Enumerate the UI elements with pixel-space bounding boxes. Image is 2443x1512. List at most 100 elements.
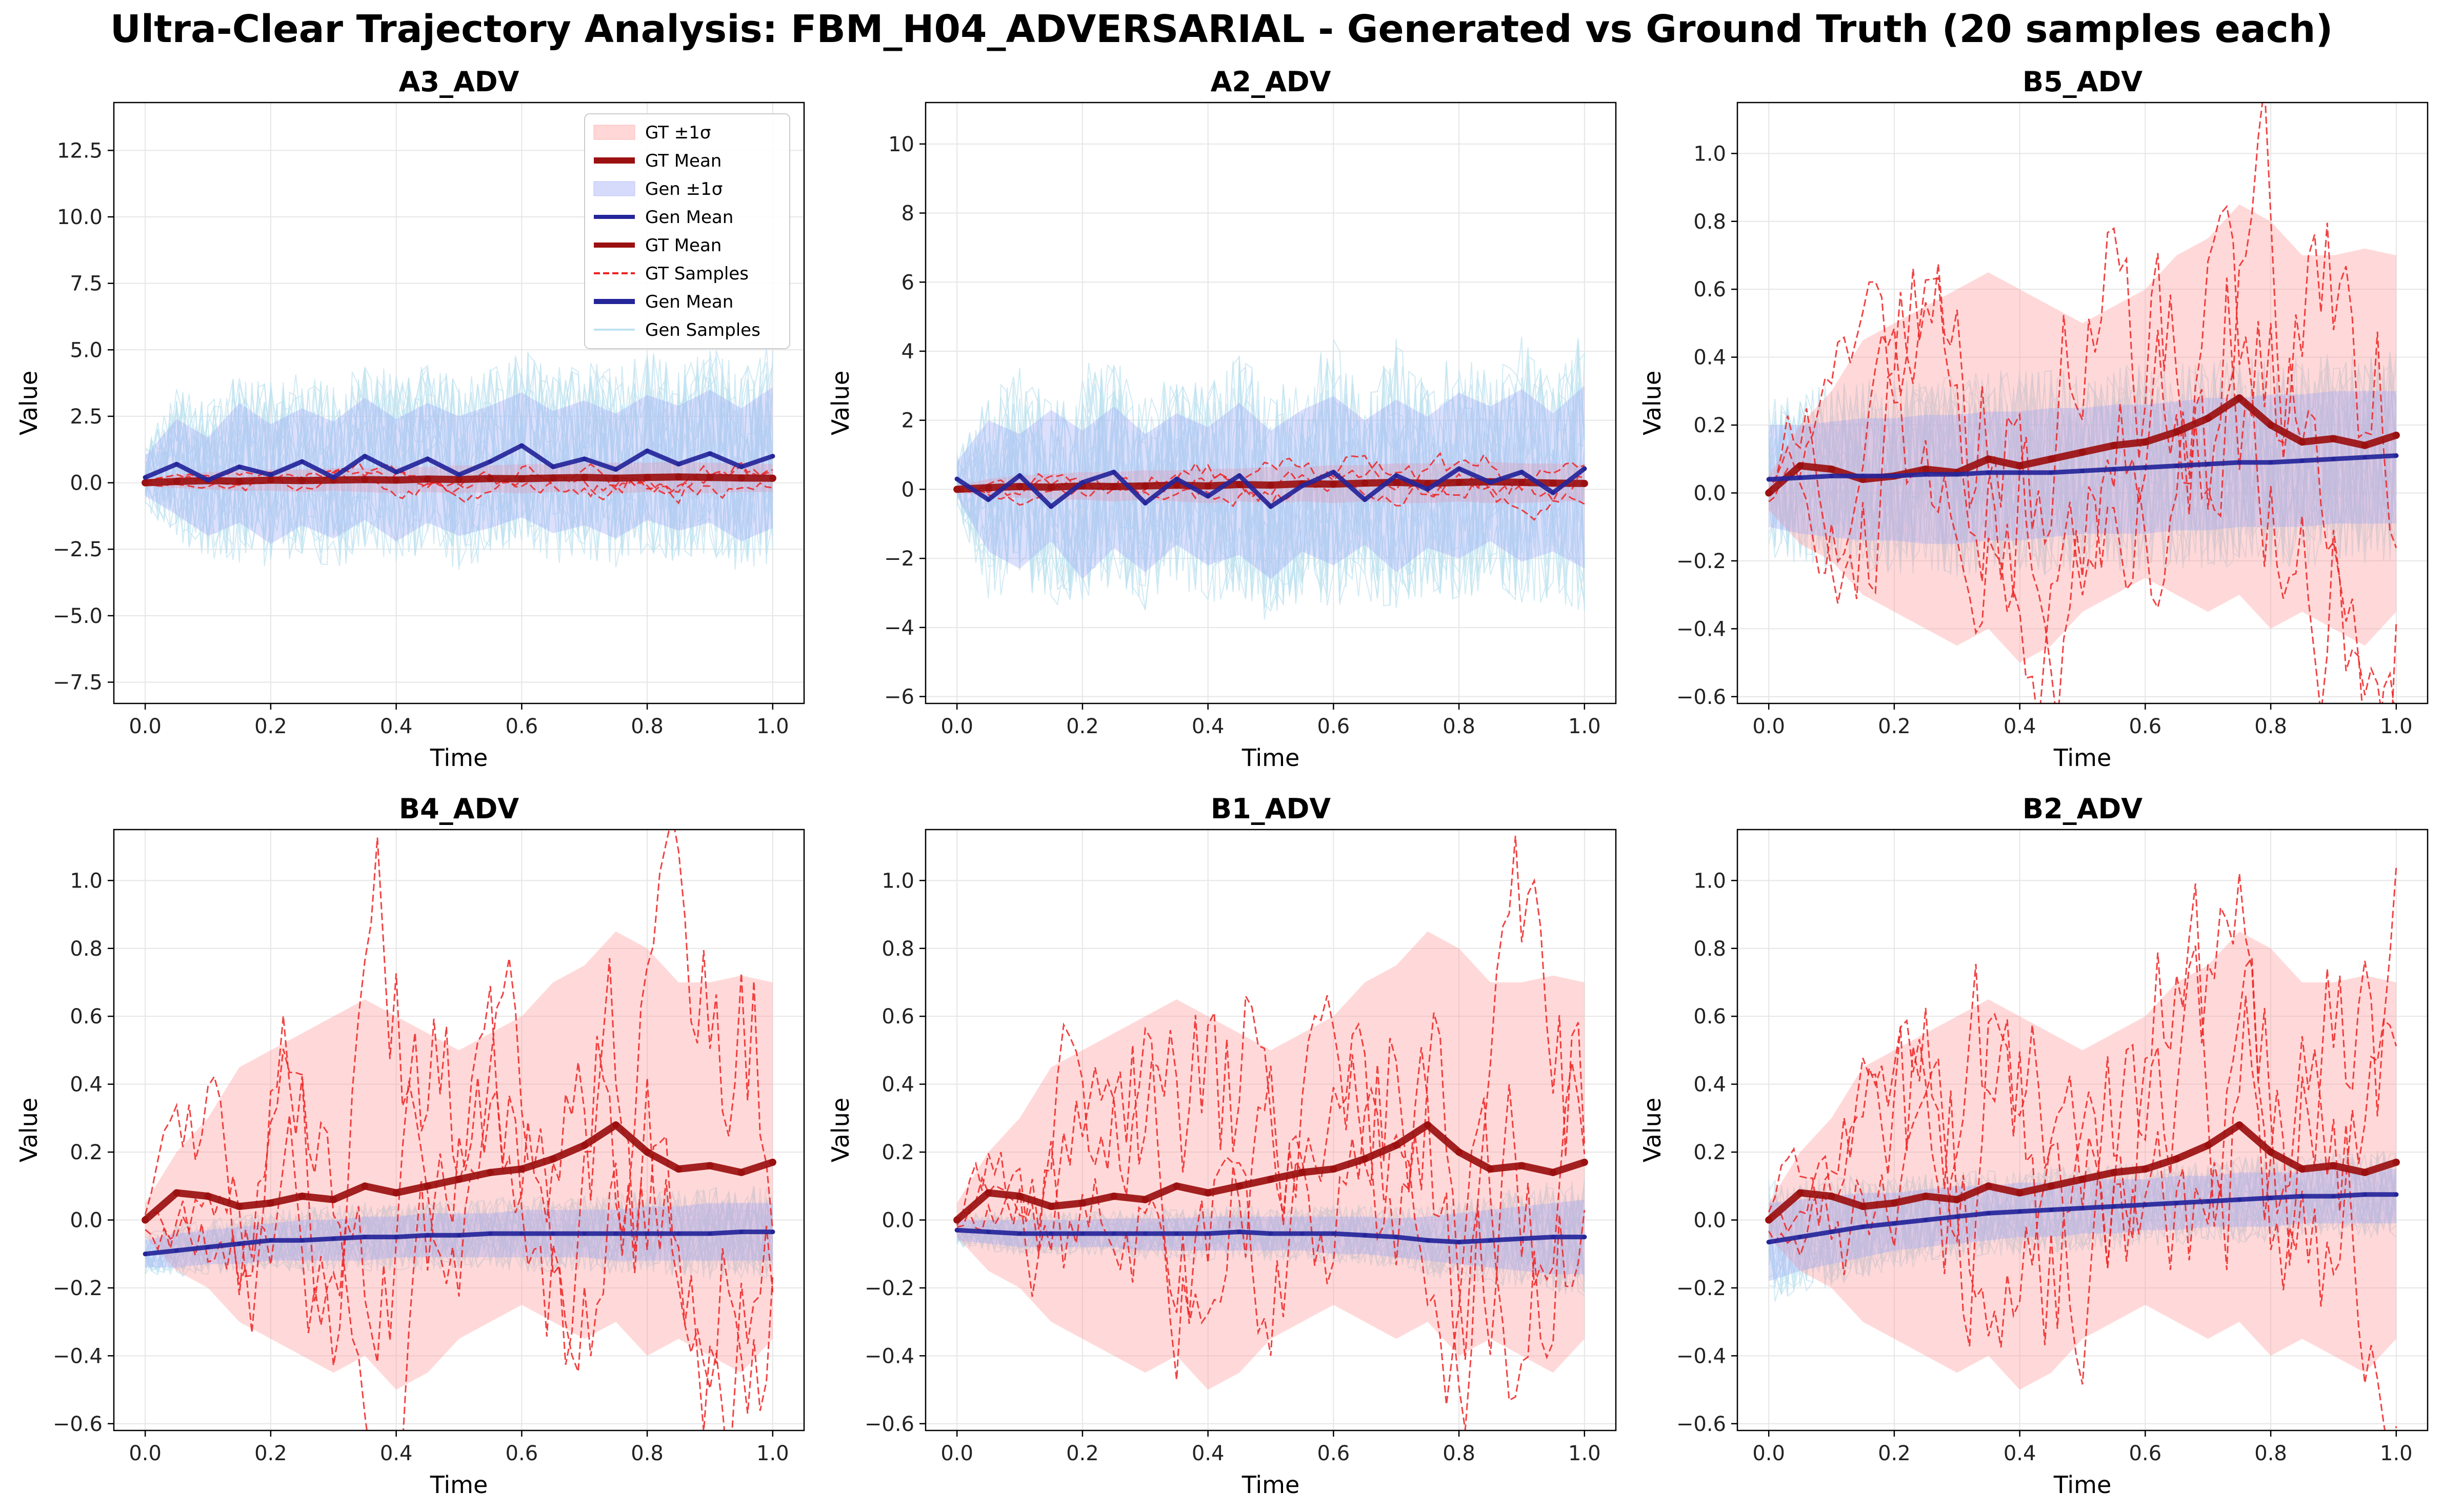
x-tick-label: 0.0: [1752, 715, 1785, 738]
plot-area: [142, 347, 776, 570]
x-tick-label: 1.0: [1568, 1442, 1601, 1465]
y-tick-label: 0.8: [882, 937, 914, 961]
x-tick-label: 0.2: [1066, 715, 1099, 738]
legend-label: Gen Mean: [645, 207, 733, 228]
gen-mean-point: [986, 1229, 991, 1235]
x-axis-label: Time: [1241, 1471, 1300, 1499]
gt-mean-point: [361, 476, 369, 483]
y-tick-label: −0.2: [53, 1277, 103, 1300]
y-axis-label: Value: [827, 371, 854, 435]
x-tick-label: 1.0: [756, 1442, 789, 1465]
gt-mean-point: [2392, 431, 2400, 439]
x-tick-label: 0.2: [1878, 1442, 1911, 1465]
y-tick-label: −0.6: [865, 1413, 914, 1436]
y-tick-label: −4: [884, 616, 914, 640]
gt-mean-point: [1016, 1193, 1024, 1200]
gt-mean-point: [2204, 414, 2212, 422]
gt-sample-line: [956, 836, 1586, 1430]
gt-mean-point: [1922, 1193, 1930, 1200]
gt-mean-point: [1953, 1196, 1961, 1203]
gt-mean-point: [1204, 1189, 1212, 1197]
gt-mean-point: [1142, 1196, 1149, 1203]
gt-mean-point: [2047, 1182, 2055, 1190]
gt-mean-point: [2235, 394, 2243, 402]
gen-mean-point: [1829, 473, 1834, 478]
plot-area: [142, 830, 776, 1430]
gen-mean-point: [2017, 470, 2023, 475]
gt-mean-point: [2298, 438, 2306, 446]
plot-area: [953, 336, 1588, 620]
gen-mean-point: [645, 448, 650, 453]
gt-sample-line: [1768, 205, 2395, 703]
gt-mean-point: [1392, 478, 1400, 486]
gt-mean-point: [1047, 483, 1055, 491]
gen-mean-point: [2174, 1200, 2179, 1205]
gen-mean-point: [174, 1248, 179, 1253]
y-tick-label: 6: [902, 271, 914, 294]
gen-sample-line: [145, 1193, 773, 1276]
gen-sample-line: [1768, 357, 2397, 576]
gen-mean-point: [770, 1229, 775, 1235]
gt-mean-point: [392, 1189, 400, 1197]
panel-title: B5_ADV: [2023, 66, 2142, 98]
gen-mean-point: [237, 1241, 242, 1246]
gt-mean-point: [1330, 1165, 1337, 1173]
gt-mean-point: [330, 1196, 337, 1203]
gen-mean-point: [676, 1231, 681, 1236]
legend-label: Gen Samples: [645, 320, 760, 340]
x-tick-label: 0.6: [506, 1442, 538, 1465]
gen-mean-point: [770, 454, 775, 459]
gt-mean-point: [580, 474, 588, 481]
panel-title: B2_ADV: [2023, 793, 2142, 825]
gen-mean-point: [1892, 473, 1897, 478]
x-tick-label: 0.2: [1878, 715, 1911, 738]
gen-mean-point: [1206, 1231, 1211, 1236]
gt-mean-point: [173, 477, 181, 485]
panel-a3-adv: 0.0 0.2 0.4 0.6 0.8 1.0 −7.5 −5.0 −2.5 0.0 2.5 5.0 7…: [15, 66, 805, 772]
x-axis-label: Time: [2053, 1471, 2112, 1499]
gt-mean-point: [953, 486, 961, 493]
gt-mean-point: [2173, 1155, 2180, 1163]
gt-mean-point: [487, 475, 494, 482]
gen-mean-point: [2049, 1207, 2054, 1213]
gen-mean-point: [613, 1231, 618, 1236]
y-axis-label: Value: [1638, 1098, 1666, 1162]
x-tick-label: 0.4: [1192, 715, 1225, 738]
y-tick-label: 4: [902, 340, 914, 364]
gt-mean-point: [2361, 441, 2369, 449]
gt-mean-point: [1890, 1199, 1898, 1207]
y-tick-label: 0.0: [882, 1208, 914, 1232]
y-axis-label: Value: [1638, 371, 1666, 435]
x-tick-label: 0.8: [1443, 715, 1475, 738]
gt-mean-point: [1078, 1199, 1086, 1207]
gen-sample-line: [956, 360, 1585, 612]
gen-mean-point: [1331, 1231, 1336, 1236]
gt-mean-point: [1549, 479, 1557, 487]
gen-sample-line: [145, 365, 773, 564]
gen-mean-point: [362, 1235, 367, 1240]
x-tick-label: 0.4: [380, 715, 413, 738]
y-tick-label: 0.0: [1693, 1208, 1726, 1232]
y-tick-label: −0.6: [1676, 1413, 1726, 1436]
gen-mean-point: [551, 1231, 556, 1236]
gt-mean-point: [1455, 478, 1463, 486]
gt-mean-point: [1016, 483, 1024, 491]
gt-mean-point: [1765, 489, 1773, 497]
gen-mean-point: [206, 1244, 211, 1249]
y-tick-label: −0.6: [53, 1413, 103, 1436]
y-tick-label: 0.6: [1693, 278, 1726, 301]
axes-frame: [1736, 102, 2429, 704]
gt-mean-point: [2204, 1141, 2212, 1149]
y-tick-label: 0.6: [882, 1005, 914, 1029]
gt-mean-point: [1298, 1168, 1306, 1176]
gt-mean-point: [2079, 1176, 2086, 1183]
legend: GT ±1σ GT Mean Gen ±1σ Gen Mean GT Mean GT Sa…: [584, 113, 790, 349]
y-axis-label: Value: [15, 1098, 43, 1162]
gt-mean-point: [518, 1165, 526, 1173]
gt-sample-line: [145, 958, 774, 1430]
x-tick-label: 0.8: [631, 1442, 664, 1465]
panel-title: B1_ADV: [1211, 793, 1331, 825]
y-tick-label: −0.4: [1676, 617, 1726, 641]
x-tick-label: 1.0: [756, 715, 789, 738]
gen-mean-point: [268, 1238, 273, 1243]
